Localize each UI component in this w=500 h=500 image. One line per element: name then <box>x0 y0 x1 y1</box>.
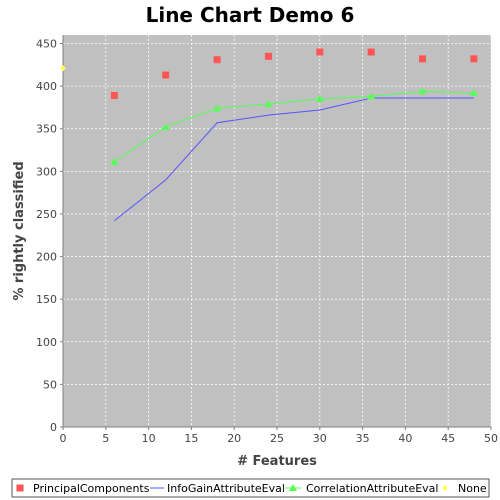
data-point <box>419 55 427 63</box>
x-axis-label: # Features <box>237 454 317 469</box>
y-tick-label: 350 <box>36 123 57 136</box>
x-tick-label: 15 <box>184 432 198 445</box>
legend-swatch <box>289 484 297 491</box>
data-point <box>161 123 170 131</box>
data-point <box>60 65 66 72</box>
x-tick-label: 35 <box>356 432 370 445</box>
y-tick-label: 300 <box>36 165 57 178</box>
legend-swatch <box>16 484 24 492</box>
x-tick-label: 30 <box>313 432 327 445</box>
legend-label: PrincipalComponents <box>33 482 150 495</box>
data-point <box>470 55 478 63</box>
data-point <box>469 88 478 96</box>
series-layer <box>60 48 478 222</box>
legend-item: PrincipalComponents <box>16 482 150 495</box>
data-point <box>110 157 119 165</box>
y-tick-label: 100 <box>36 336 57 349</box>
grid-lines <box>62 35 492 428</box>
axes: 0 5 10 15 20 25 30 35 40 45 50 0 50 100 150 200 250 300 35… <box>36 35 498 445</box>
legend-item: None <box>442 482 487 495</box>
y-tick-label: 0 <box>50 421 57 434</box>
data-point <box>213 56 221 64</box>
series-none <box>60 65 66 72</box>
legend-item: CorrelationAttributeEval <box>285 482 438 495</box>
x-tick-label: 50 <box>484 432 498 445</box>
y-tick-label: 50 <box>43 378 57 391</box>
x-tick-label: 25 <box>270 432 284 445</box>
x-tick-label: 40 <box>398 432 412 445</box>
legend: PrincipalComponents InfoGainAttributeEval… <box>11 478 490 498</box>
data-point <box>213 104 222 112</box>
y-tick-label: 450 <box>36 38 57 51</box>
series-line <box>114 90 474 163</box>
series-correlationattributeeval <box>110 87 478 165</box>
y-axis-label: % rightly classified <box>12 161 27 300</box>
data-point <box>264 100 273 108</box>
data-point <box>316 48 324 56</box>
x-tick-label: 0 <box>60 432 67 445</box>
y-tick-label: 150 <box>36 293 57 306</box>
data-point <box>110 92 118 100</box>
series-line <box>114 97 474 222</box>
y-tick-label: 250 <box>36 208 57 221</box>
x-tick-label: 5 <box>102 432 109 445</box>
y-tick-label: 200 <box>36 251 57 264</box>
data-point <box>315 94 324 102</box>
chart-title: Line Chart Demo 6 <box>146 3 355 27</box>
data-point <box>264 52 272 60</box>
series-principalcomponents <box>110 48 478 100</box>
y-tick-label: 400 <box>36 80 57 93</box>
x-tick-label: 10 <box>142 432 156 445</box>
legend-label: None <box>458 482 487 495</box>
legend-item: InfoGainAttributeEval <box>150 482 285 495</box>
legend-label: CorrelationAttributeEval <box>306 482 438 495</box>
series-infogainattributeeval <box>114 97 474 222</box>
legend-label: InfoGainAttributeEval <box>167 482 285 495</box>
legend-swatch <box>442 485 448 491</box>
legend-box <box>11 478 490 498</box>
data-point <box>367 48 375 56</box>
data-point <box>367 92 376 100</box>
data-point <box>162 71 170 79</box>
data-point <box>418 87 427 95</box>
x-tick-label: 45 <box>441 432 455 445</box>
x-tick-label: 20 <box>227 432 241 445</box>
